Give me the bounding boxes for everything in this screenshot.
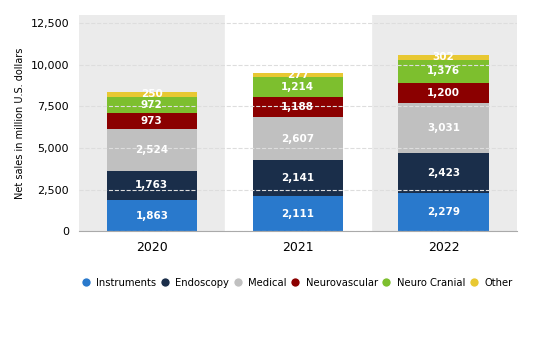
Bar: [106, 171, 197, 200]
Text: 1,188: 1,188: [281, 102, 314, 112]
Text: 1,214: 1,214: [281, 82, 314, 92]
Text: 250: 250: [141, 89, 163, 99]
Text: 2,423: 2,423: [427, 168, 460, 178]
Bar: [399, 153, 489, 193]
Bar: [106, 113, 197, 129]
Text: 302: 302: [433, 52, 455, 62]
Bar: [225, 15, 371, 231]
Bar: [399, 103, 489, 153]
Text: 1,763: 1,763: [136, 181, 168, 190]
Bar: [253, 77, 343, 97]
Text: 3,031: 3,031: [427, 123, 460, 133]
Bar: [253, 117, 343, 160]
Y-axis label: Net sales in million U.S. dollars: Net sales in million U.S. dollars: [15, 47, 25, 199]
Text: 2,141: 2,141: [281, 173, 314, 183]
Bar: [399, 193, 489, 231]
Bar: [253, 196, 343, 231]
Bar: [253, 72, 343, 77]
Text: 1,863: 1,863: [136, 210, 168, 221]
Bar: [106, 97, 197, 113]
Bar: [253, 97, 343, 117]
Bar: [106, 92, 197, 97]
Text: 973: 973: [141, 116, 163, 126]
Text: 1,200: 1,200: [427, 88, 460, 98]
Text: 1,376: 1,376: [427, 66, 460, 76]
Legend: Instruments, Endoscopy, Medical, Neurovascular, Neuro Cranial, Other: Instruments, Endoscopy, Medical, Neurova…: [80, 275, 515, 291]
Bar: [106, 129, 197, 171]
Text: 2,607: 2,607: [281, 134, 314, 144]
Bar: [399, 60, 489, 83]
Bar: [399, 55, 489, 60]
Bar: [399, 83, 489, 103]
Text: 972: 972: [141, 100, 163, 109]
Bar: [253, 160, 343, 196]
Bar: [106, 200, 197, 231]
Text: 277: 277: [287, 70, 309, 80]
Text: 2,111: 2,111: [281, 208, 314, 219]
Text: 2,524: 2,524: [136, 145, 168, 155]
Text: 2,279: 2,279: [427, 207, 460, 217]
